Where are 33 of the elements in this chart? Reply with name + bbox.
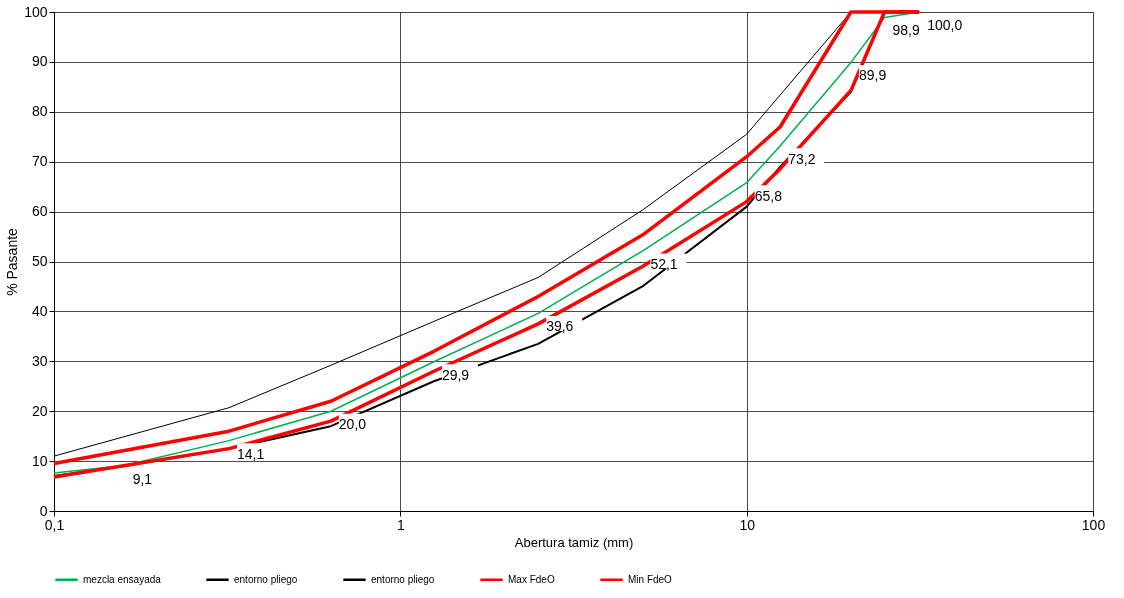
y-tick-label: 10 [31,452,48,469]
y-tick-label: 30 [31,352,48,369]
data-label: 39,6 [546,318,574,335]
legend-label: entorno pliego [371,573,435,585]
y-tick-label: 100 [24,3,48,20]
data-label: 52,1 [650,256,678,273]
legend-label: Min FdeO [628,573,673,585]
y-axis-title: % Pasante [4,227,21,296]
y-tick-label: 90 [31,53,48,70]
x-tick-label: 1 [396,516,405,533]
data-label: 14,1 [236,445,265,462]
x-tick-label: 0,1 [44,516,65,533]
data-label: 73,2 [788,150,816,167]
legend-label: mezcla ensayada [83,573,162,585]
data-label: 29,9 [441,366,470,383]
x-axis-title: Abertura tamiz (mm) [514,534,634,550]
x-tick-label: 10 [739,516,756,533]
y-tick-label: 60 [31,203,48,220]
data-label: 65,8 [754,187,783,204]
y-tick-label: 50 [31,253,48,269]
y-tick-label: 0 [39,502,48,519]
data-label: 89,9 [858,67,887,84]
data-label: 20,0 [338,416,367,433]
y-tick-label: 20 [31,402,48,419]
data-label: 9,1 [132,470,153,487]
y-tick-label: 40 [31,302,48,319]
legend-label: entorno pliego [234,573,298,585]
data-label: 100,0 [927,17,963,33]
data-label: 98,9 [892,22,920,39]
x-tick-label: 100 [1081,516,1106,533]
y-tick-label: 70 [31,153,48,170]
legend-label: Max FdeO [508,573,555,585]
y-tick-label: 80 [31,103,48,120]
